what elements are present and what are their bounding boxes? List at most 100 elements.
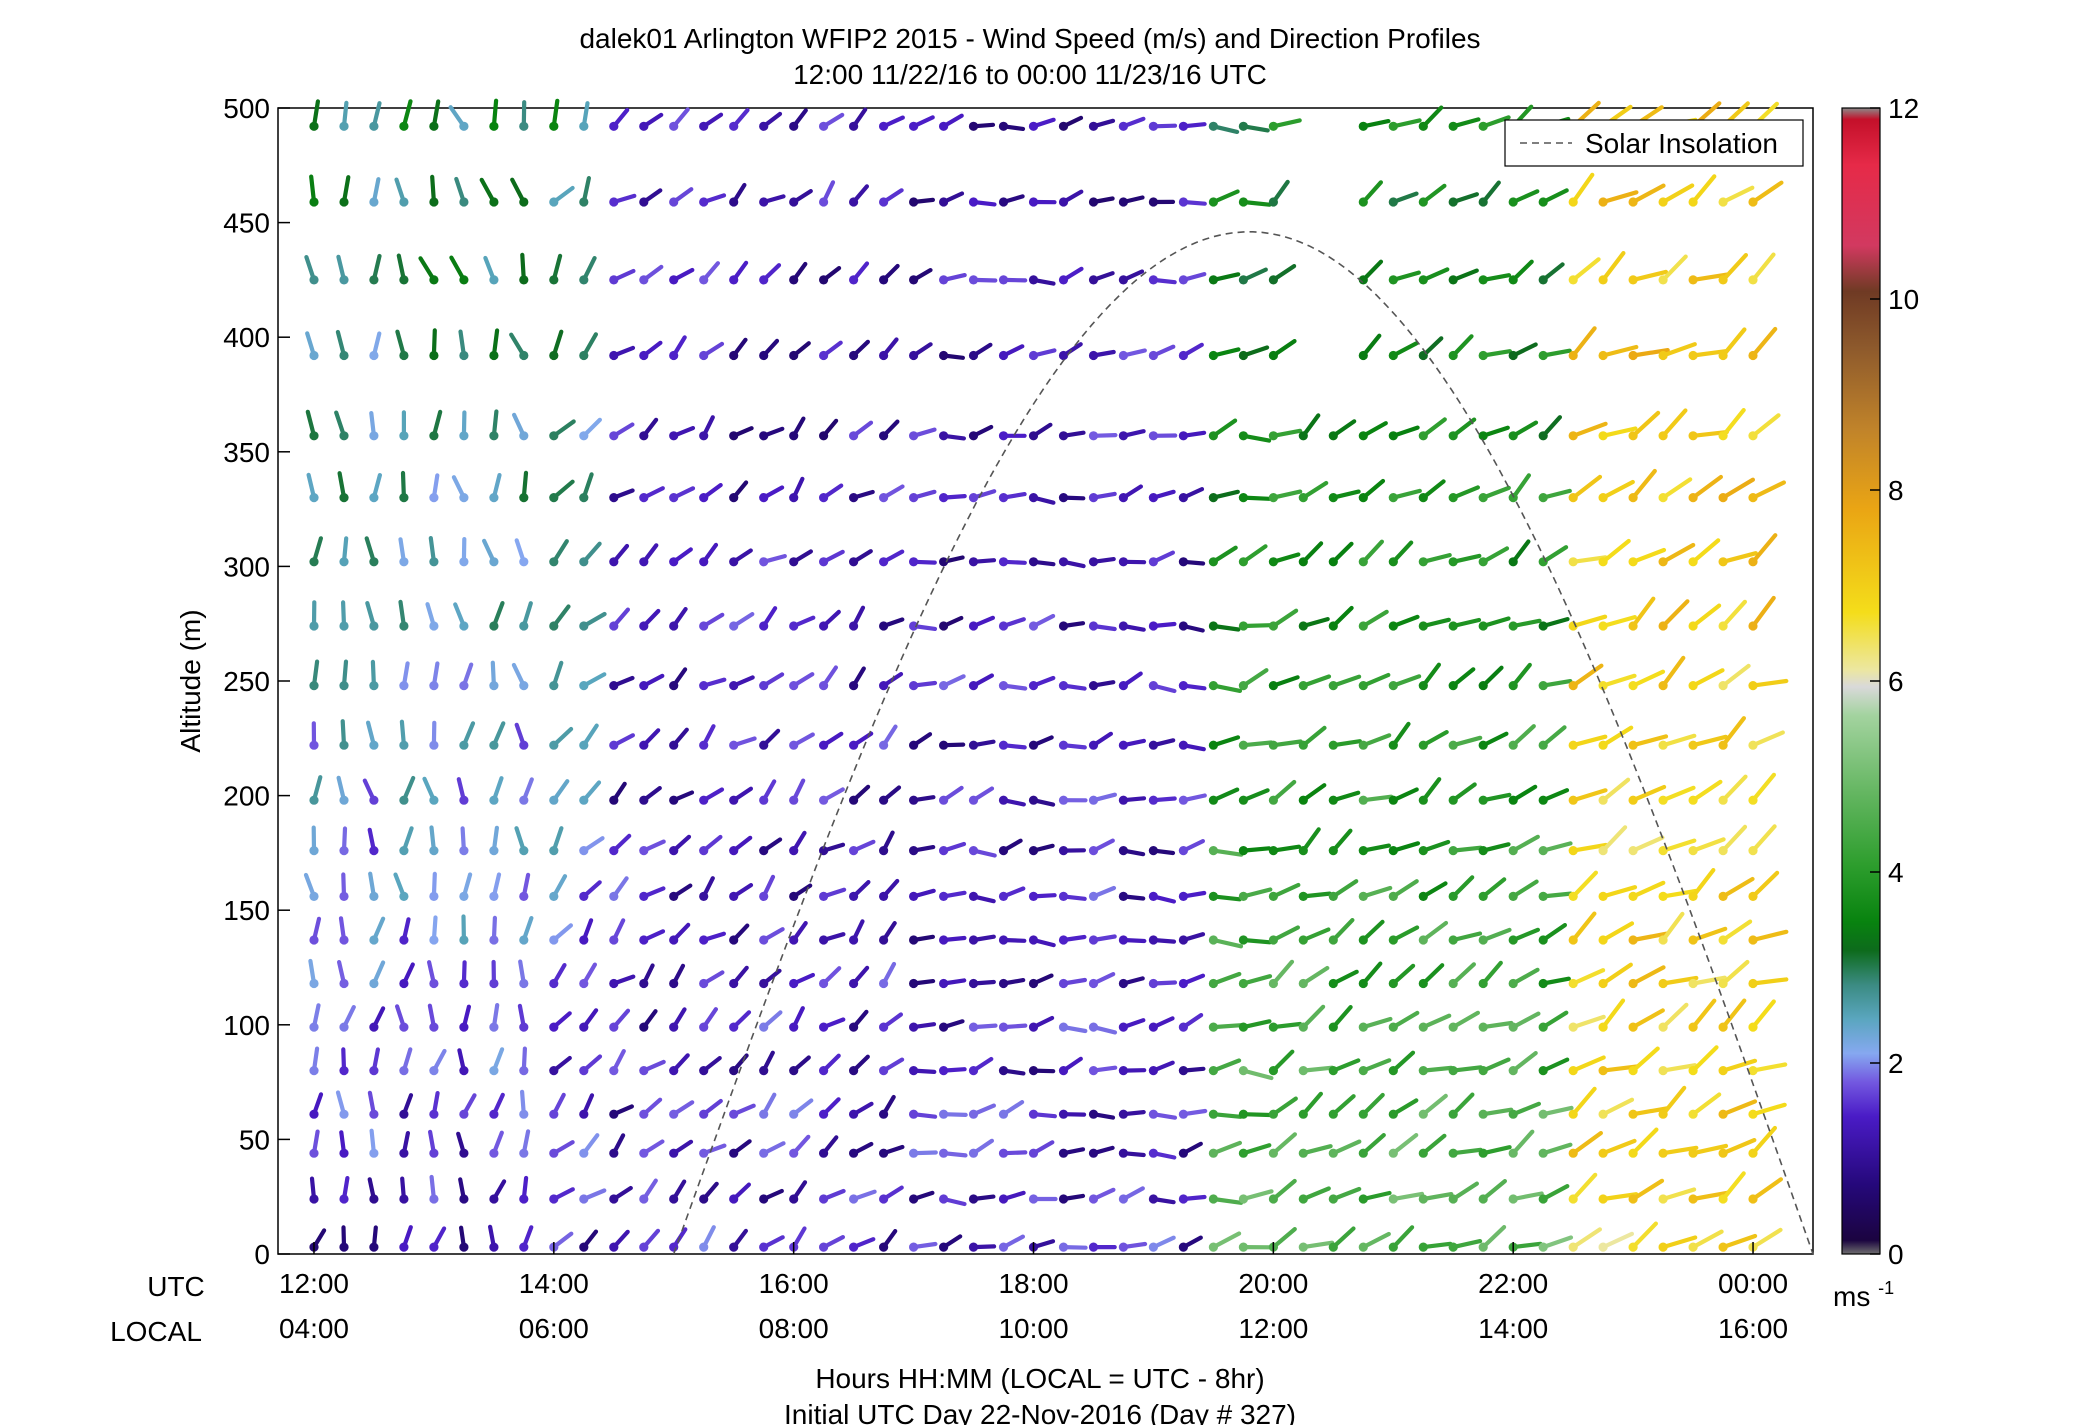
wind-barb-dot	[1388, 197, 1398, 207]
wind-barb	[849, 184, 870, 207]
wind-barb	[669, 922, 691, 945]
chart-subtitle: 12:00 11/22/16 to 00:00 11/23/16 UTC	[793, 59, 1267, 90]
wind-barb-shaft	[1241, 1068, 1274, 1081]
wind-barb	[1178, 890, 1207, 902]
wind-barb	[1688, 779, 1723, 805]
wind-barb-dot	[1238, 121, 1248, 131]
wind-barb-dot	[1268, 350, 1278, 361]
wind-barb-shaft	[1571, 734, 1608, 748]
wind-barb	[759, 968, 782, 989]
wind-barb	[759, 1050, 775, 1076]
wind-barb-shaft	[1511, 1101, 1542, 1117]
wind-barb	[1238, 1066, 1274, 1081]
wind-barb-dot	[399, 1022, 409, 1032]
wind-barb	[1238, 740, 1274, 750]
wind-barb	[511, 662, 529, 691]
wind-barb-dot	[369, 978, 379, 989]
wind-barb	[369, 960, 386, 989]
wind-barb-dot	[1718, 681, 1728, 691]
wind-barb-dot	[1148, 681, 1158, 691]
wind-barb-dot	[1148, 935, 1158, 945]
wind-barb-dot	[1058, 350, 1069, 361]
wind-barb-shaft	[1750, 180, 1784, 205]
wind-barb	[639, 112, 664, 131]
wind-barb-dot	[939, 1109, 949, 1119]
wind-barb-shaft	[1571, 614, 1608, 629]
wind-barb	[609, 1008, 631, 1032]
wind-barb	[1178, 838, 1206, 856]
wind-barb-dot	[939, 1066, 949, 1076]
wind-barb-dot	[489, 275, 499, 285]
wind-barb-dot	[998, 431, 1009, 441]
wind-barb-dot	[399, 621, 409, 631]
wind-barb	[1148, 738, 1176, 750]
wind-barb	[909, 268, 933, 285]
wind-barb	[1088, 1022, 1118, 1035]
wind-barb	[609, 107, 630, 131]
wind-barb-dot	[1208, 275, 1218, 285]
wind-barb-shaft	[1600, 614, 1637, 629]
wind-barb-dot	[1058, 431, 1069, 441]
wind-barb-dot	[1058, 935, 1069, 945]
wind-barb	[1388, 879, 1419, 902]
wind-barb	[939, 555, 965, 567]
wind-barb	[699, 341, 725, 361]
wind-barb	[1628, 1046, 1660, 1076]
wind-barb-shaft	[1571, 172, 1595, 205]
wind-barb	[819, 340, 843, 361]
wind-barb-dot	[1748, 350, 1758, 361]
wind-barb-dot	[699, 1194, 709, 1204]
wind-barb-dot	[1118, 197, 1128, 207]
wind-barb	[1568, 1130, 1604, 1158]
wind-barb-dot	[639, 1109, 649, 1119]
wind-barb-shaft	[1481, 1178, 1508, 1202]
wind-barb-dot	[1058, 1109, 1069, 1119]
wind-barb	[489, 1047, 505, 1076]
wind-barb	[1688, 998, 1717, 1032]
wind-barb	[1448, 1092, 1475, 1119]
wind-barb	[1628, 183, 1666, 207]
wind-barb	[1628, 1008, 1665, 1032]
wind-barb-dot	[1478, 978, 1488, 989]
wind-barb-dot	[579, 275, 589, 285]
wind-barb-dot	[429, 197, 439, 207]
wind-barb-shaft	[1241, 740, 1274, 748]
wind-barb	[1418, 729, 1449, 750]
wind-barb	[1178, 681, 1207, 691]
wind-barb	[1268, 118, 1302, 131]
wind-barb-dot	[1448, 1194, 1458, 1204]
wind-barb	[1298, 1186, 1331, 1204]
wind-barb	[1328, 419, 1357, 441]
wind-barb	[1298, 1144, 1333, 1158]
wind-barb	[479, 177, 499, 207]
wind-barb-dot	[1688, 935, 1698, 945]
wind-barb	[1328, 1094, 1356, 1119]
wind-barb	[1118, 976, 1145, 989]
wind-barb-dot	[789, 557, 799, 567]
wind-barb-dot	[1238, 1022, 1248, 1032]
wind-barb	[879, 549, 905, 567]
wind-barb	[609, 876, 629, 902]
wind-barb-dot	[909, 740, 919, 750]
wind-barb	[1358, 1132, 1386, 1158]
wind-barb	[369, 177, 381, 207]
wind-barb	[1088, 934, 1117, 945]
wind-barb-dot	[1508, 621, 1518, 631]
wind-barb-dot	[1568, 978, 1578, 989]
wind-barb-shaft	[1690, 1143, 1729, 1156]
wind-barb-shaft	[1630, 468, 1657, 500]
wind-barb-dot	[369, 1066, 379, 1076]
wind-barb-dot	[309, 621, 319, 631]
wind-barb	[639, 1059, 666, 1076]
wind-barb-dot	[579, 557, 589, 567]
wind-barb	[1418, 336, 1444, 361]
wind-barb-dot	[459, 275, 469, 285]
wind-barb-dot	[1568, 1109, 1578, 1119]
wind-barb	[1058, 621, 1086, 631]
wind-barb	[514, 722, 529, 750]
wind-barb-dot	[459, 1109, 469, 1119]
wind-barb	[579, 472, 594, 503]
wind-barb-shaft	[1750, 595, 1776, 629]
wind-barb	[968, 275, 998, 285]
wind-barb	[1238, 345, 1270, 361]
